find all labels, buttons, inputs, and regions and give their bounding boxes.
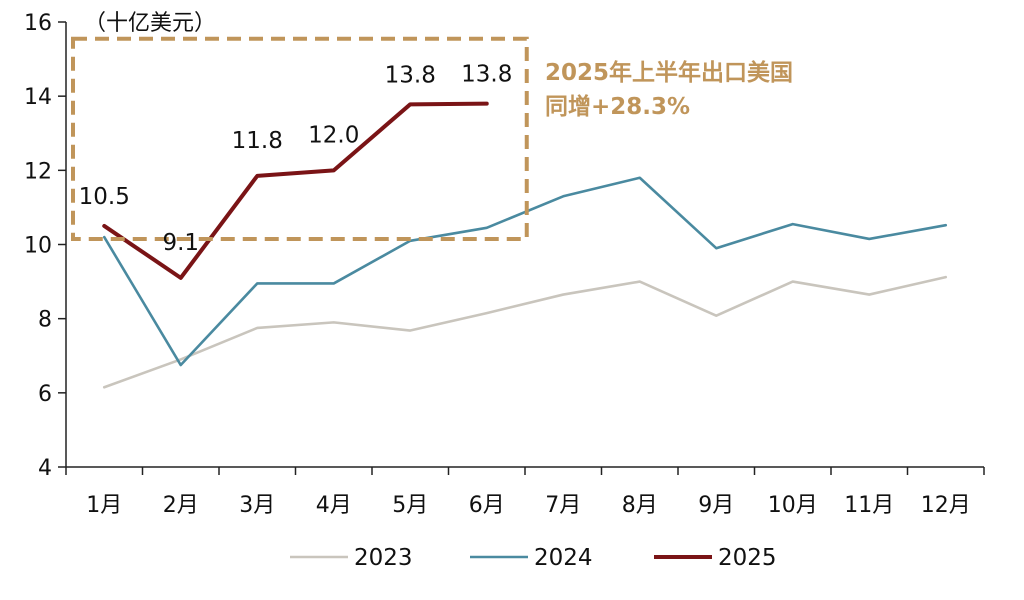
x-tick-label: 4月 — [316, 493, 352, 518]
axes: 4 6 8 10 12 14 16 1月 2月 3月 4月 5月 6月 7月 8月 9月 10月 11月 12月 — [24, 11, 985, 518]
x-tick-label: 6月 — [469, 493, 505, 518]
legend-label-2023: 2023 — [354, 545, 413, 571]
y-tick-label: 16 — [24, 11, 52, 36]
data-label-2025: 13.8 — [385, 62, 436, 88]
x-tick-label: 3月 — [239, 493, 275, 518]
y-tick-label: 4 — [38, 456, 52, 481]
data-label-2025: 11.8 — [232, 128, 283, 154]
data-label-2025: 9.1 — [162, 230, 199, 256]
x-tick-label: 5月 — [392, 493, 428, 518]
unit-label: （十亿美元） — [84, 11, 216, 36]
legend-label-2024: 2024 — [534, 545, 593, 571]
x-tick-label: 8月 — [622, 493, 658, 518]
x-tick-label: 2月 — [163, 493, 199, 518]
x-tick-label: 11月 — [844, 493, 894, 518]
legend-label-2025: 2025 — [718, 545, 777, 571]
y-tick-label: 14 — [24, 85, 52, 110]
data-label-2025: 10.5 — [79, 184, 130, 210]
data-labels: 10.5 9.1 11.8 12.0 13.8 13.8 — [79, 62, 513, 256]
data-label-2025: 12.0 — [308, 122, 359, 148]
y-tick-label: 6 — [38, 382, 52, 407]
legend: 2023 2024 2025 — [290, 545, 777, 571]
annotation-line-2: 同增+28.3% — [545, 93, 690, 120]
x-tick-label: 1月 — [86, 493, 122, 518]
series-line-2025 — [102, 101, 489, 280]
y-tick-label: 8 — [38, 308, 52, 333]
series-line-2023 — [102, 275, 948, 389]
data-label-2025: 13.8 — [461, 62, 512, 88]
highlight-box-group — [71, 36, 529, 241]
y-tick-label: 12 — [24, 159, 52, 184]
x-tick-label: 10月 — [768, 493, 818, 518]
annotation-line-1: 2025年上半年出口美国 — [545, 59, 793, 86]
x-tick-label: 7月 — [545, 493, 581, 518]
x-tick-label: 9月 — [698, 493, 734, 518]
x-tick-label: 12月 — [921, 493, 971, 518]
y-tick-label: 10 — [24, 234, 52, 259]
highlight-box — [71, 36, 529, 241]
